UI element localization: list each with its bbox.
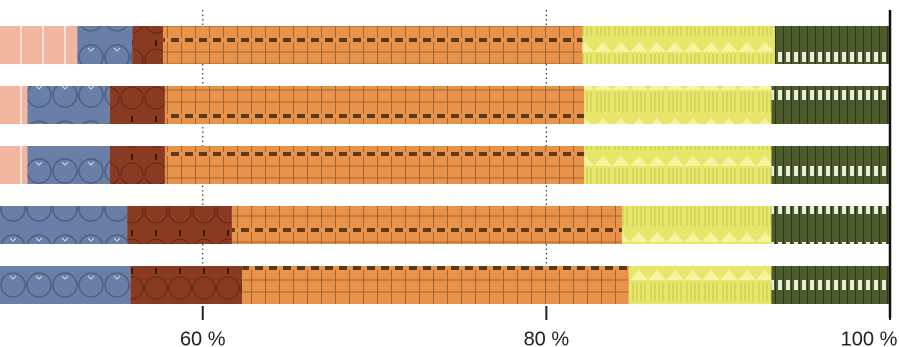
icon-pattern xyxy=(132,26,164,64)
icon-pattern xyxy=(0,26,78,64)
icon-pattern xyxy=(109,146,165,184)
icon-pattern xyxy=(164,146,585,184)
icon-pattern xyxy=(242,266,629,304)
icon-pattern xyxy=(584,86,772,124)
icon-pattern xyxy=(27,86,110,124)
icon-pattern xyxy=(164,86,585,124)
icon-pattern xyxy=(231,206,622,244)
icon-pattern xyxy=(0,206,128,244)
icon-pattern xyxy=(771,86,890,124)
icon-pattern xyxy=(163,26,583,64)
icon-pattern xyxy=(0,146,28,184)
icon-pattern xyxy=(127,206,232,244)
icon-pattern xyxy=(77,26,133,64)
icon-pattern xyxy=(0,86,28,124)
icon-pattern xyxy=(130,266,243,304)
icon-pattern xyxy=(27,146,110,184)
icon-pattern xyxy=(109,86,165,124)
icon-pattern xyxy=(584,146,772,184)
icon-pattern xyxy=(582,26,775,64)
icon-pattern xyxy=(628,266,772,304)
icon-pattern xyxy=(0,266,131,304)
x-tick-label: 100 % xyxy=(841,328,898,347)
icon-pattern xyxy=(771,206,890,244)
icon-pattern xyxy=(771,146,890,184)
icon-pattern xyxy=(771,266,890,304)
icon-pattern xyxy=(621,206,772,244)
x-tick-label: 80 % xyxy=(524,328,570,347)
icon-pattern xyxy=(774,26,890,64)
x-tick-label: 60 % xyxy=(180,328,226,347)
